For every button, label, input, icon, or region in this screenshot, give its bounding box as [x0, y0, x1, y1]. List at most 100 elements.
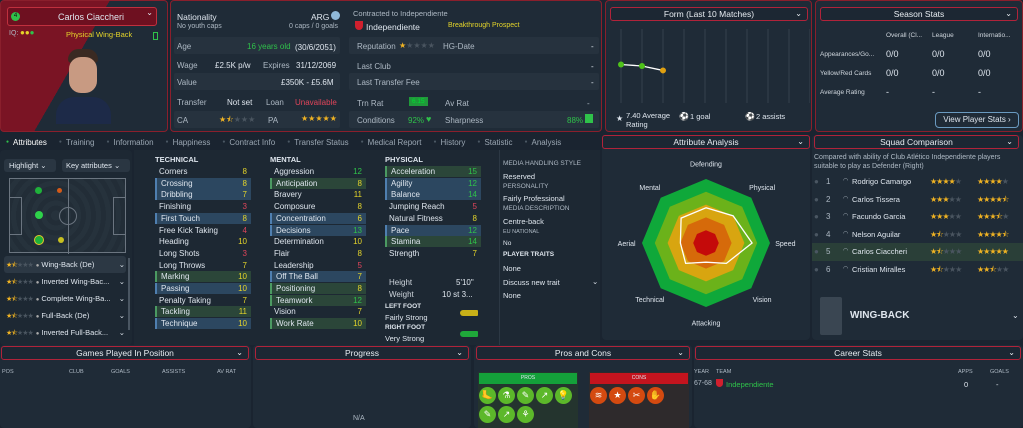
view-player-stats-button[interactable]: View Player Stats ›	[935, 112, 1019, 128]
attribute-row[interactable]: Leadership 5	[270, 260, 366, 271]
club-link[interactable]: Independiente	[366, 22, 420, 32]
form-header[interactable]: Form (Last 10 Matches) ⌄	[610, 7, 808, 21]
attribute-row[interactable]: Natural Fitness 8	[385, 213, 481, 224]
attribute-row[interactable]: Balance 14	[385, 189, 481, 201]
radio-icon[interactable]: ●	[814, 264, 819, 274]
radio-icon[interactable]: ●	[814, 177, 819, 186]
pro-icon[interactable]: ✎	[517, 387, 534, 404]
radio-icon[interactable]: ●	[814, 229, 819, 239]
chevron-down-icon[interactable]: ⌄	[1006, 137, 1013, 146]
tab-information[interactable]: Information	[100, 135, 159, 149]
attribute-row[interactable]: Decisions 13	[270, 224, 366, 236]
role-item[interactable]: ★⯪★★★ ● Wing-Back (De) ⌄	[4, 256, 126, 273]
chevron-down-icon[interactable]: ⌄	[146, 8, 153, 17]
squad-player-name[interactable]: Facundo Garcia	[852, 212, 906, 221]
squad-row[interactable]: ● 4 ◠ Nelson Aguilar ★⯪★★★ ★★★★⯪	[812, 226, 1023, 244]
chevron-down-icon[interactable]: ⌄	[456, 348, 463, 357]
squad-player-name[interactable]: Carlos Tissera	[852, 194, 900, 204]
form-point[interactable]	[639, 63, 645, 69]
games-header[interactable]: Games Played In Position ⌄	[1, 346, 249, 360]
squad-row[interactable]: ● 5 ◠ Carlos Ciaccheri ★⯪★★★ ★★★★★	[812, 243, 1023, 261]
attribute-row[interactable]: Stamina 14	[385, 236, 481, 248]
con-icon[interactable]: ★	[609, 387, 626, 404]
chevron-down-icon[interactable]: ⌄	[592, 277, 599, 286]
chevron-down-icon[interactable]: ⌄	[677, 348, 684, 357]
attribute-row[interactable]: Positioning 8	[270, 283, 366, 294]
attribute-row[interactable]: Teamwork 12	[270, 294, 366, 306]
chevron-down-icon[interactable]: ⌄	[797, 137, 804, 146]
chevron-down-icon[interactable]: ⌄	[1005, 9, 1012, 18]
radio-icon[interactable]: ●	[814, 212, 819, 221]
role-item[interactable]: ★⯪★★★ ● Inverted Wing-Bac... ⌄	[4, 273, 126, 290]
chevron-down-icon[interactable]: ⌄	[236, 348, 243, 357]
progress-header[interactable]: Progress ⌄	[255, 346, 469, 360]
squad-player-name[interactable]: Carlos Ciaccheri	[852, 247, 908, 256]
career-header[interactable]: Career Stats ⌄	[695, 346, 1021, 360]
attribute-row[interactable]: Corners 8	[155, 166, 251, 177]
con-icon[interactable]: ✂	[628, 387, 645, 404]
attribute-row[interactable]: Crossing 8	[155, 177, 251, 189]
attribute-row[interactable]: Strength 7	[385, 248, 481, 259]
pro-icon[interactable]: ↗	[536, 387, 553, 404]
role-item[interactable]: ★⯪★★★ ● Full-Back (De) ⌄	[4, 307, 126, 324]
pros-cons-header[interactable]: Pros and Cons ⌄	[476, 346, 690, 360]
attribute-row[interactable]: Tackling 11	[155, 306, 251, 318]
position-selector[interactable]: WING-BACK	[850, 310, 910, 321]
form-point[interactable]	[660, 67, 666, 74]
squad-player-name[interactable]: Cristian Miralles	[852, 264, 906, 274]
tab-happiness[interactable]: Happiness	[160, 135, 217, 149]
attribute-row[interactable]: Bravery 11	[270, 189, 366, 200]
chevron-down-icon[interactable]: ⌄	[118, 260, 125, 269]
attribute-row[interactable]: Finishing 3	[155, 201, 251, 212]
chevron-down-icon[interactable]: ⌄	[1008, 348, 1015, 357]
chevron-down-icon[interactable]: ⌄	[118, 277, 125, 286]
squad-row[interactable]: ● 1 ◠ Rodrigo Camargo ★★★★★ ★★★★★	[812, 173, 1023, 191]
attribute-row[interactable]: Flair 8	[270, 248, 366, 259]
attribute-row[interactable]: Off The Ball 7	[270, 271, 366, 283]
squad-row[interactable]: ● 3 ◠ Facundo Garcia ★★★★★ ★★★⯪★	[812, 208, 1023, 226]
attribute-row[interactable]: Penalty Taking 7	[155, 295, 251, 306]
chevron-down-icon[interactable]: ⌄	[118, 311, 125, 320]
attribute-row[interactable]: Heading 10	[155, 236, 251, 247]
radio-icon[interactable]: ●	[814, 247, 819, 256]
attribute-row[interactable]: Agility 12	[385, 177, 481, 189]
tab-transfer-status[interactable]: Transfer Status	[281, 135, 354, 149]
attribute-row[interactable]: Jumping Reach 5	[385, 201, 481, 212]
attribute-row[interactable]: Long Shots 3	[155, 248, 251, 259]
attribute-row[interactable]: Technique 10	[155, 318, 251, 330]
attribute-row[interactable]: Concentration 6	[270, 212, 366, 224]
squad-header[interactable]: Squad Comparison ⌄	[814, 135, 1019, 149]
squad-row[interactable]: ● 6 ◠ Cristian Miralles ★⯪★★★ ★★⯪★★	[812, 261, 1023, 279]
attribute-row[interactable]: Aggression 12	[270, 166, 366, 177]
tab-statistic[interactable]: Statistic	[471, 135, 518, 149]
squad-row[interactable]: ● 2 ◠ Carlos Tissera ★★★★★ ★★★★⯪	[812, 191, 1023, 209]
tab-history[interactable]: History	[427, 135, 471, 149]
squad-player-name[interactable]: Nelson Aguilar	[852, 229, 901, 239]
tab-training[interactable]: Training	[53, 135, 101, 149]
form-point[interactable]	[618, 61, 624, 68]
attribute-row[interactable]: Work Rate 10	[270, 318, 366, 330]
con-icon[interactable]: ≋	[590, 387, 607, 404]
attribute-row[interactable]: Long Throws 7	[155, 260, 251, 271]
season-header[interactable]: Season Stats ⌄	[820, 7, 1018, 21]
con-icon[interactable]: ✋	[647, 387, 664, 404]
pro-icon[interactable]: ✎	[479, 406, 496, 423]
tab-attributes[interactable]: Attributes	[0, 135, 53, 149]
attribute-row[interactable]: Free Kick Taking 4	[155, 225, 251, 236]
career-team-link[interactable]: Independiente	[726, 380, 774, 389]
attribute-row[interactable]: Composure 8	[270, 201, 366, 212]
attribute-row[interactable]: Passing 10	[155, 283, 251, 294]
attribute-row[interactable]: First Touch 8	[155, 212, 251, 224]
tab-contract-info[interactable]: Contract Info	[216, 135, 281, 149]
pro-icon[interactable]: ⚗	[498, 387, 515, 404]
tab-analysis[interactable]: Analysis	[518, 135, 567, 149]
discuss-trait-dropdown[interactable]: Discuss new trait	[503, 278, 560, 287]
attribute-row[interactable]: Pace 12	[385, 224, 481, 236]
attribute-row[interactable]: Determination 10	[270, 236, 366, 247]
chevron-down-icon[interactable]: ⌄	[1012, 311, 1019, 320]
pro-icon[interactable]: ⚘	[517, 406, 534, 423]
attribute-row[interactable]: Vision 7	[270, 306, 366, 317]
analysis-header[interactable]: Attribute Analysis ⌄	[602, 135, 810, 149]
radio-icon[interactable]: ●	[814, 194, 819, 204]
pro-icon[interactable]: ↗	[498, 406, 515, 423]
